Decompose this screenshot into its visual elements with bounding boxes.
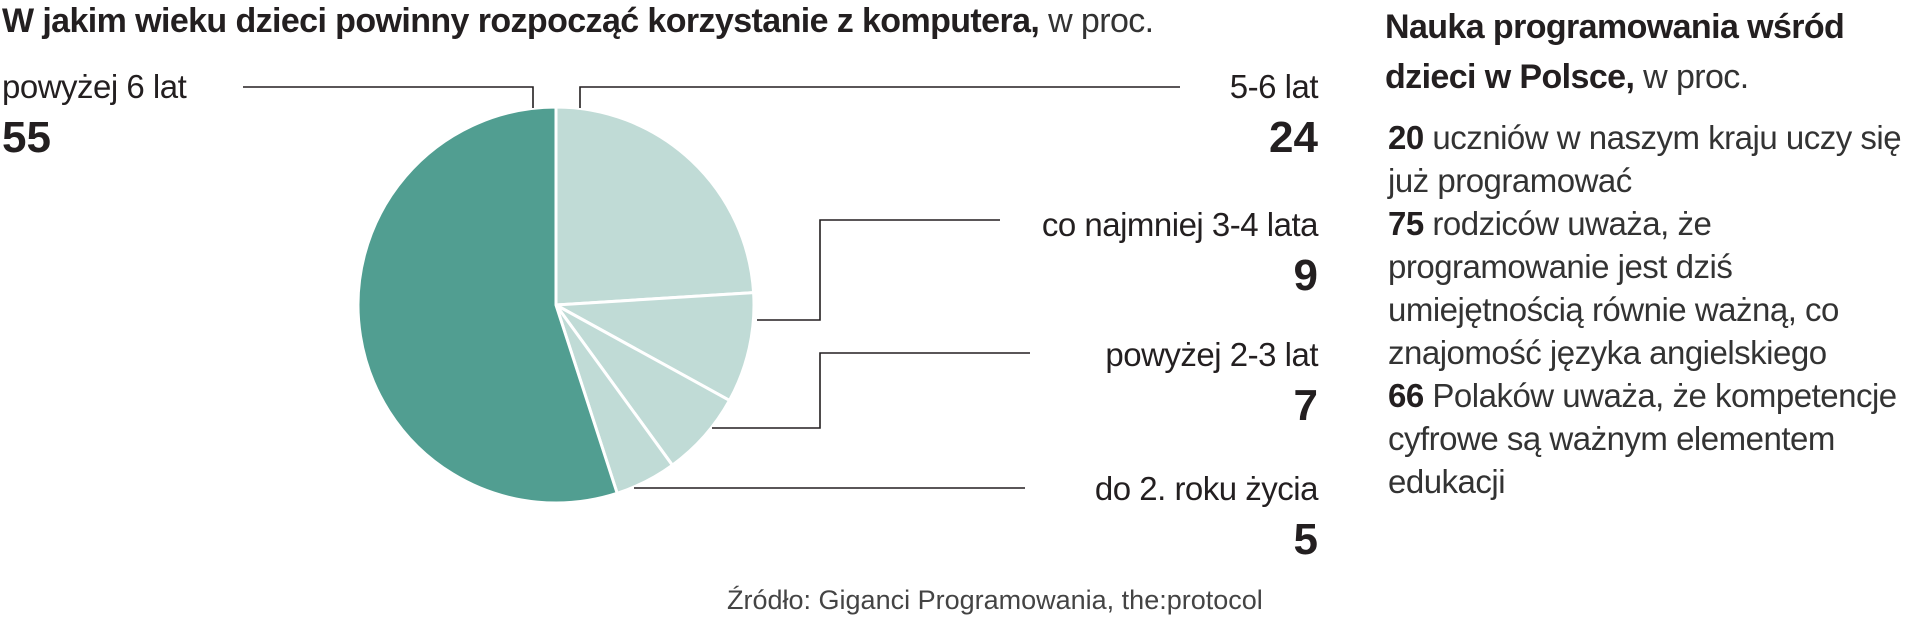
pie-slice-powyzej-6-lat	[356, 105, 619, 505]
slice-label-3-4-lata: co najmniej 3-4 lata	[1042, 206, 1319, 243]
leader-line-2-3-lat	[712, 352, 1030, 429]
fact-text: Polaków uważa, że kompetencje cyfrowe są…	[1388, 377, 1897, 500]
slice-value-powyzej-6-lat: 55	[2, 113, 51, 162]
slice-label-do-2-roku: do 2. roku życia	[1095, 470, 1319, 507]
fact-item: 20 uczniów w naszym kraju uczy się już p…	[1388, 116, 1920, 202]
fact-number: 75	[1388, 205, 1424, 242]
side-panel-title: Nauka programowania wśród dzieci w Polsc…	[1385, 2, 1920, 102]
slice-value-3-4-lata: 9	[1294, 251, 1318, 300]
slice-label-2-3-lat: powyżej 2-3 lat	[1105, 336, 1318, 373]
chart-title: W jakim wieku dzieci powinny rozpocząć k…	[2, 2, 1154, 41]
pie-chart: 5-6 lat 24 co najmniej 3-4 lata 9 powyżej 2-…	[2, 68, 1320, 564]
leader-line-3-4-lata	[757, 219, 1000, 321]
fact-item: 66 Polaków uważa, że kompetencje cyfrowe…	[1388, 374, 1920, 503]
slice-value-do-2-roku: 5	[1294, 515, 1318, 564]
slice-value-2-3-lat: 7	[1294, 381, 1318, 430]
slice-label-powyzej-6-lat: powyżej 6 lat	[2, 68, 187, 105]
side-panel-title-text: Nauka programowania wśród dzieci w Polsc…	[1385, 8, 1845, 96]
slice-value-5-6-lat: 24	[1269, 113, 1318, 162]
leader-line-powyzej-6-lat	[243, 86, 534, 108]
leader-line-5-6-lat	[579, 86, 1180, 108]
source-note: Źródło: Giganci Programowania, the:proto…	[727, 585, 1263, 615]
fact-number: 20	[1388, 119, 1424, 156]
pie-slice-3-4-lata	[554, 291, 756, 402]
fact-item: 75 rodziców uważa, że programowanie jest…	[1388, 202, 1920, 374]
chart-title-text: W jakim wieku dzieci powinny rozpocząć k…	[2, 2, 1040, 40]
pie-slice-5-6-lat	[554, 105, 756, 307]
side-panel-title-unit: w proc.	[1643, 58, 1749, 96]
fact-text: uczniów w naszym kraju uczy się już prog…	[1388, 119, 1902, 199]
fact-list: 20 uczniów w naszym kraju uczy się już p…	[1388, 116, 1920, 503]
fact-text: rodziców uważa, że programowanie jest dz…	[1388, 205, 1839, 371]
chart-title-unit: w proc.	[1048, 2, 1154, 40]
fact-number: 66	[1388, 377, 1424, 414]
slice-label-5-6-lat: 5-6 lat	[1230, 68, 1319, 105]
